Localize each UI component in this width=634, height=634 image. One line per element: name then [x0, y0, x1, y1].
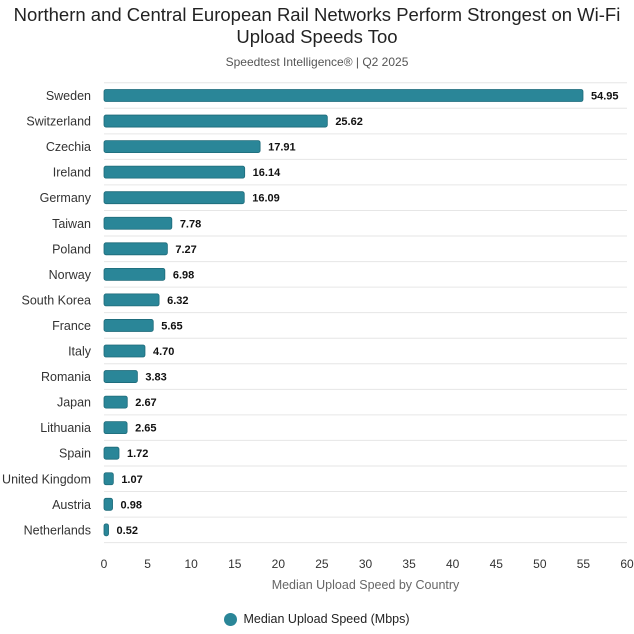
y-tick-label: Germany [40, 191, 92, 205]
x-tick-label: 5 [144, 557, 151, 571]
data-label: 5.65 [161, 320, 182, 332]
data-label: 4.70 [153, 346, 174, 358]
x-tick-label: 10 [184, 557, 198, 571]
bar [103, 472, 114, 486]
chart-subtitle: Speedtest Intelligence® | Q2 2025 [225, 55, 409, 69]
bar [103, 242, 168, 256]
data-label: 6.32 [167, 295, 188, 307]
data-label: 1.72 [127, 448, 148, 460]
y-tick-label: Romania [41, 370, 91, 384]
y-tick-label: Austria [52, 498, 91, 512]
data-label: 2.65 [135, 423, 156, 435]
bar [103, 216, 173, 230]
data-label: 16.09 [252, 193, 280, 205]
y-tick-label: United Kingdom [2, 472, 91, 486]
x-tick-label: 55 [577, 557, 591, 571]
data-label: 25.62 [335, 116, 363, 128]
x-tick-label: 25 [315, 557, 329, 571]
bar [103, 421, 128, 435]
data-label: 0.98 [121, 499, 142, 511]
x-tick-label: 60 [620, 557, 634, 571]
x-axis-label: Median Upload Speed by Country [271, 578, 460, 592]
legend-marker-icon [224, 612, 238, 626]
legend-label: Median Upload Speed (Mbps) [243, 612, 410, 626]
data-label: 6.98 [173, 269, 194, 281]
x-tick-label: 45 [490, 557, 504, 571]
x-tick-label: 40 [446, 557, 460, 571]
x-tick-label: 50 [533, 557, 547, 571]
x-tick-label: 0 [101, 557, 108, 571]
bar [103, 523, 109, 537]
bar [103, 344, 146, 358]
bar [103, 267, 166, 281]
y-tick-label: Italy [68, 345, 92, 359]
data-label: 0.52 [117, 525, 138, 537]
x-tick-label: 35 [402, 557, 416, 571]
bar [103, 293, 160, 307]
y-tick-label: South Korea [22, 293, 92, 307]
data-label: 7.78 [180, 218, 201, 230]
bar [103, 370, 138, 383]
legend: Median Upload Speed (Mbps) [0, 612, 634, 626]
bar [103, 114, 328, 128]
y-tick-label: Czechia [46, 140, 91, 154]
y-tick-label: Sweden [46, 89, 91, 103]
y-tick-label: Taiwan [52, 217, 91, 231]
data-label: 7.27 [175, 244, 196, 256]
bar [103, 165, 246, 179]
y-tick-label: Spain [59, 447, 91, 461]
y-tick-label: Netherlands [24, 523, 91, 537]
x-tick-label: 30 [359, 557, 373, 571]
y-tick-label: Lithuania [40, 421, 91, 435]
data-label: 54.95 [591, 91, 619, 103]
bar [103, 446, 120, 460]
bar [103, 497, 113, 511]
data-label: 16.14 [253, 167, 281, 179]
y-tick-label: Switzerland [26, 115, 91, 129]
data-label: 1.07 [121, 474, 142, 486]
y-tick-label: Poland [52, 242, 91, 256]
data-label: 3.83 [145, 372, 166, 384]
x-tick-label: 20 [272, 557, 286, 571]
bar [103, 140, 261, 154]
bar [103, 319, 154, 332]
bar [103, 89, 584, 102]
x-tick-label: 15 [228, 557, 242, 571]
data-label: 2.67 [135, 397, 156, 409]
chart-title: Northern and Central European Rail Netwo… [13, 4, 621, 47]
bar [103, 395, 128, 409]
y-tick-label: Norway [49, 268, 92, 282]
y-tick-label: Ireland [53, 166, 91, 180]
bar [103, 191, 245, 205]
y-tick-label: France [52, 319, 91, 333]
data-label: 17.91 [268, 142, 296, 154]
y-tick-label: Japan [57, 396, 91, 410]
